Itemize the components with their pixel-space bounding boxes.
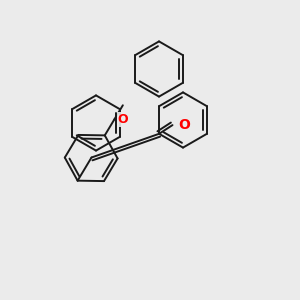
Text: O: O	[178, 118, 190, 132]
Text: O: O	[117, 113, 128, 126]
